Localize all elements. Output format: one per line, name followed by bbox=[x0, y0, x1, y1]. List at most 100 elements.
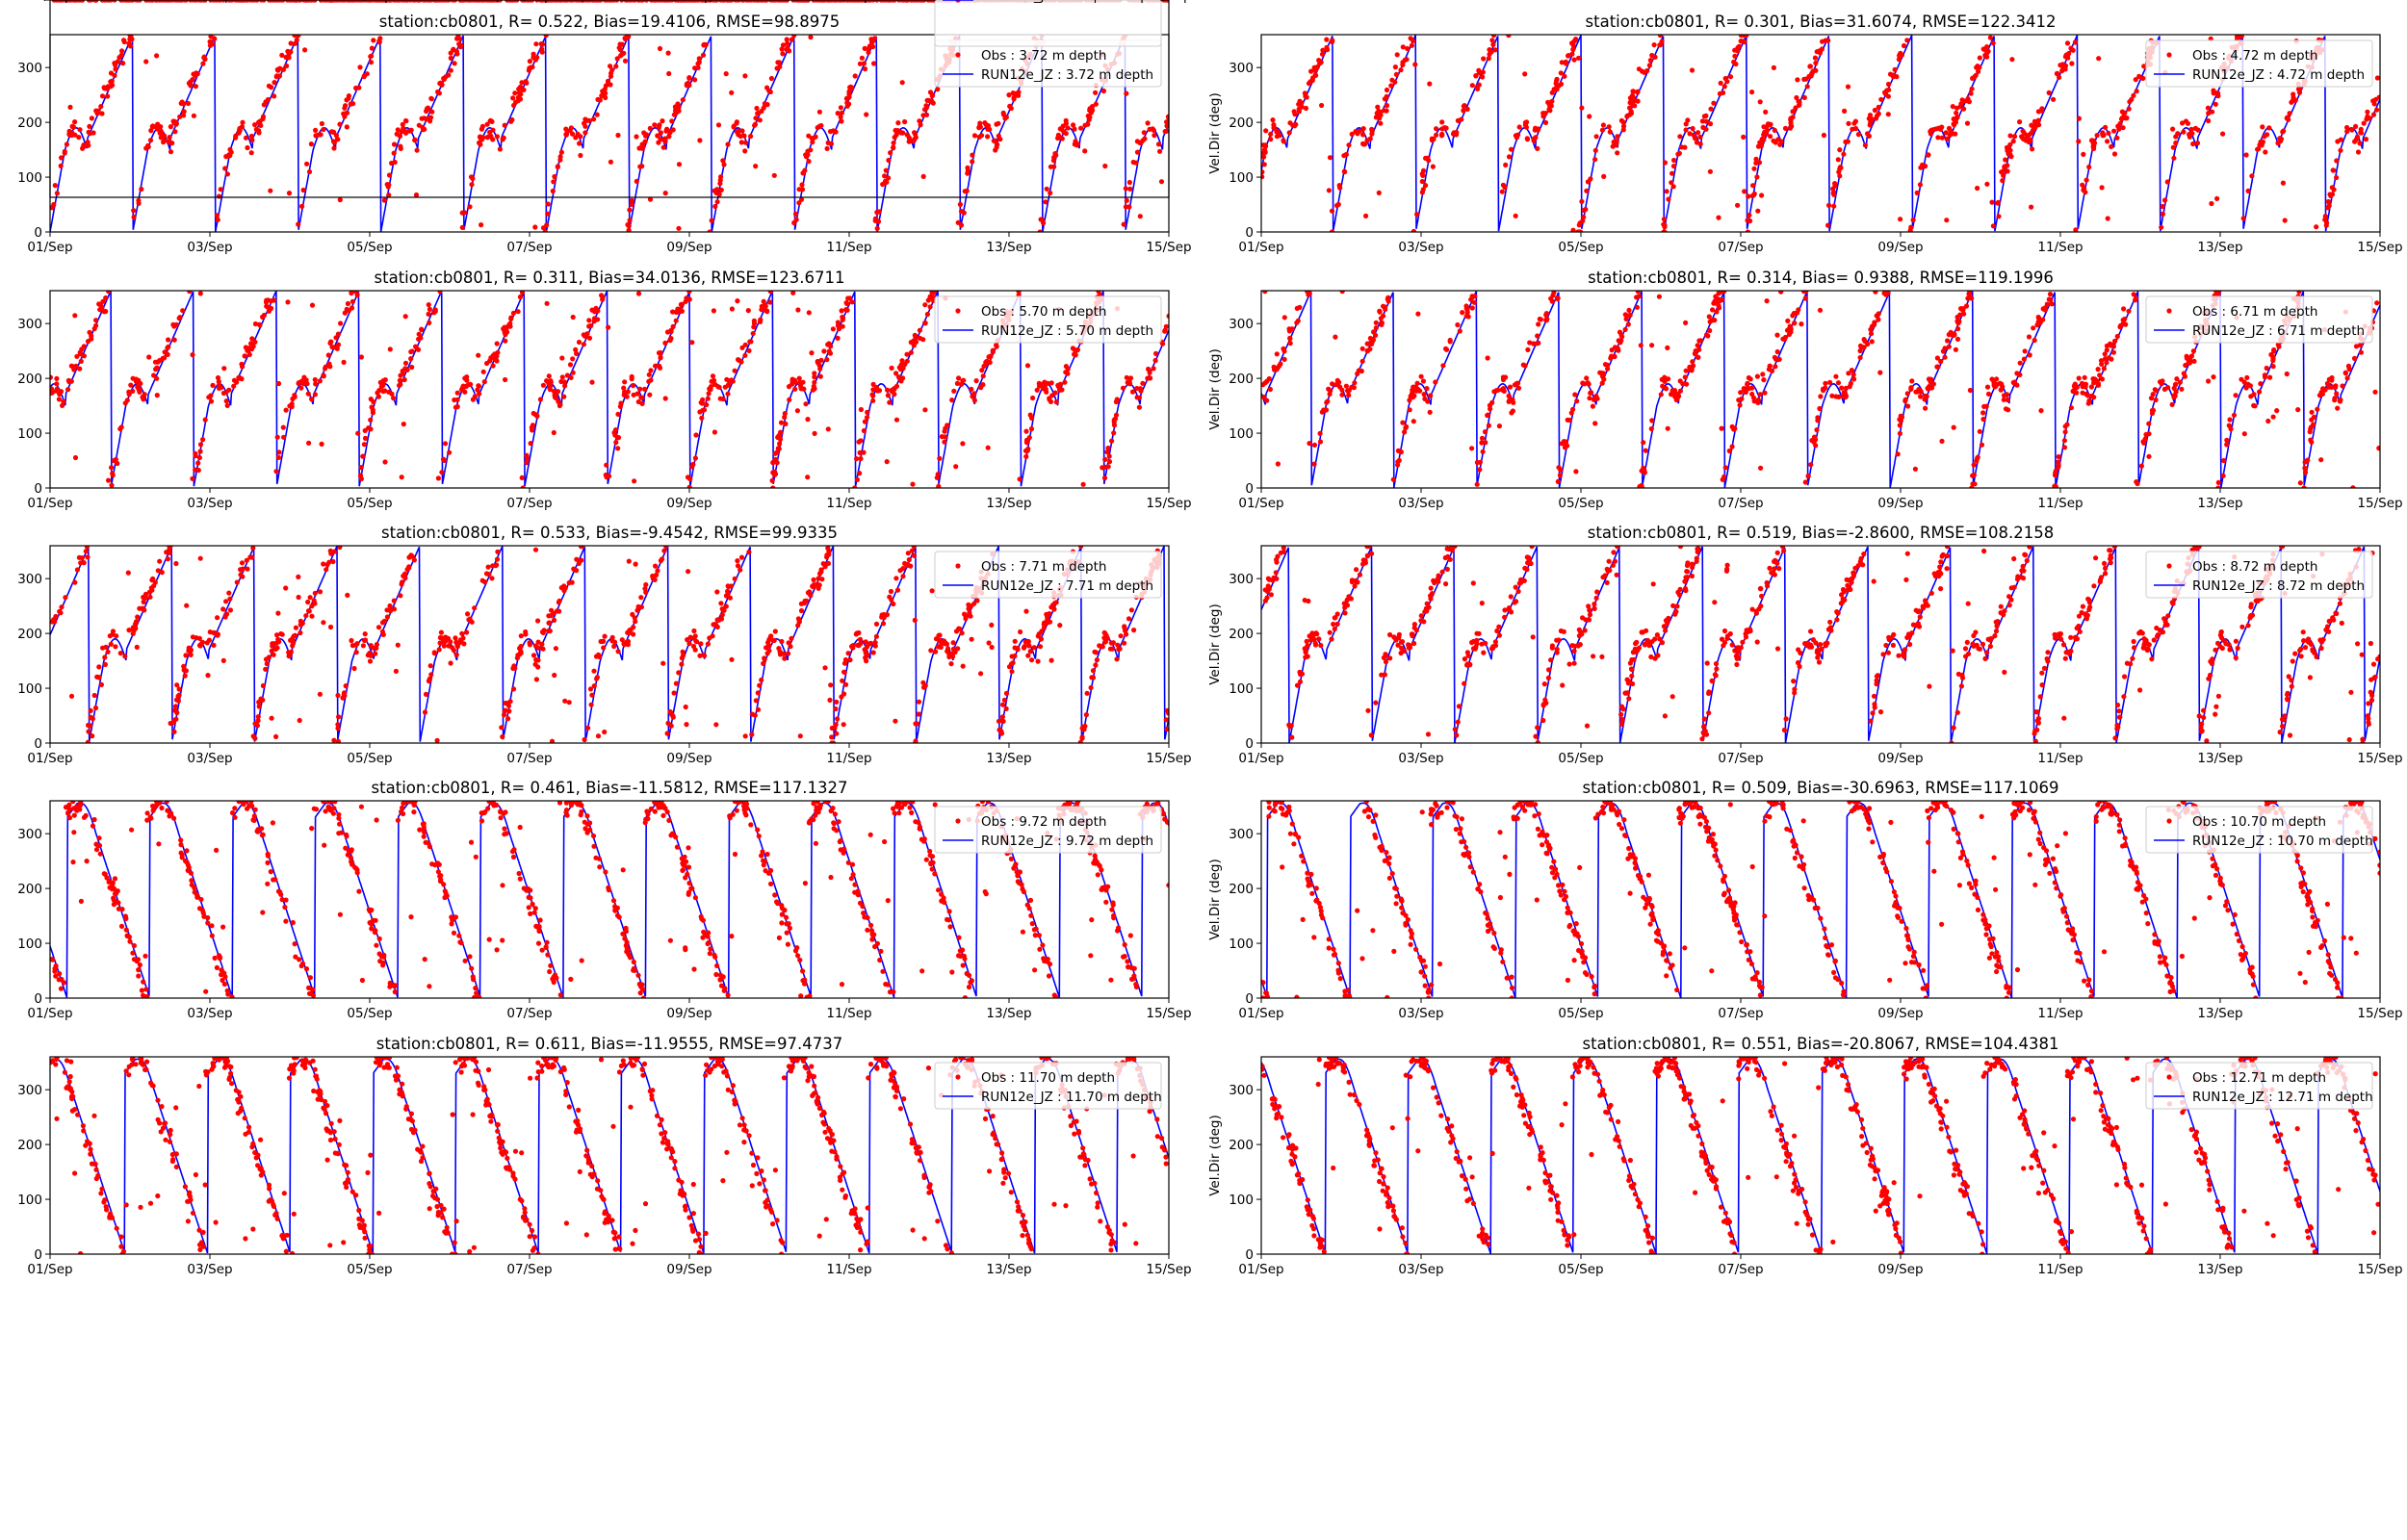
obs-point bbox=[535, 657, 541, 663]
obs-point bbox=[1392, 64, 1398, 70]
obs-point bbox=[562, 383, 568, 389]
obs-point bbox=[663, 128, 669, 134]
obs-point bbox=[1411, 419, 1416, 424]
obs-point bbox=[755, 111, 761, 116]
obs-point bbox=[1816, 659, 1823, 665]
obs-point bbox=[2162, 197, 2168, 203]
obs-point bbox=[1944, 136, 1950, 141]
obs-point bbox=[70, 124, 76, 130]
obs-point bbox=[362, 435, 369, 441]
obs-point bbox=[2081, 187, 2086, 193]
obs-point bbox=[821, 348, 827, 354]
obs-point bbox=[784, 37, 789, 42]
obs-point bbox=[1531, 341, 1537, 346]
obs-point bbox=[136, 382, 142, 388]
obs-point bbox=[1688, 367, 1694, 372]
obs-point bbox=[960, 663, 966, 669]
obs-point bbox=[1923, 164, 1928, 169]
obs-point bbox=[1960, 306, 1966, 312]
obs-point bbox=[273, 640, 279, 646]
obs-point bbox=[346, 308, 351, 314]
obs-point bbox=[1522, 71, 1528, 77]
obs-point bbox=[216, 385, 222, 391]
obs-point bbox=[1964, 120, 1971, 126]
obs-point bbox=[1299, 104, 1305, 110]
obs-point bbox=[299, 203, 305, 209]
obs-point bbox=[2027, 352, 2032, 358]
obs-point bbox=[895, 128, 901, 134]
obs-point bbox=[735, 563, 741, 569]
obs-point bbox=[1360, 132, 1366, 138]
obs-point bbox=[1849, 579, 1854, 585]
obs-point bbox=[464, 377, 470, 383]
obs-point bbox=[1121, 221, 1126, 227]
obs-point bbox=[2014, 382, 2020, 388]
obs-point bbox=[185, 100, 192, 107]
legend-obs-marker bbox=[955, 52, 961, 58]
obs-point bbox=[759, 307, 764, 313]
obs-point bbox=[2160, 378, 2165, 384]
obs-point bbox=[1677, 134, 1683, 140]
obs-point bbox=[2239, 35, 2244, 38]
obs-point bbox=[140, 605, 145, 612]
obs-point bbox=[2099, 376, 2105, 382]
obs-point bbox=[81, 353, 87, 359]
obs-point bbox=[278, 630, 284, 637]
obs-point bbox=[1580, 218, 1586, 224]
obs-point bbox=[559, 355, 565, 361]
obs-point bbox=[2114, 333, 2120, 340]
obs-point bbox=[861, 61, 867, 66]
obs-point bbox=[1089, 675, 1095, 680]
obs-point bbox=[1440, 363, 1446, 369]
obs-point bbox=[1102, 456, 1108, 462]
obs-point bbox=[1423, 155, 1429, 161]
obs-point bbox=[707, 229, 712, 232]
obs-point bbox=[561, 394, 567, 399]
obs-point bbox=[1665, 345, 1670, 350]
obs-point bbox=[54, 381, 60, 387]
obs-point bbox=[470, 175, 476, 182]
x-tick-label: 11/Sep bbox=[2037, 240, 2083, 255]
obs-point bbox=[183, 653, 189, 658]
obs-point bbox=[1530, 634, 1536, 640]
obs-point bbox=[2170, 144, 2176, 150]
obs-point bbox=[85, 554, 91, 560]
obs-point bbox=[1065, 371, 1071, 376]
obs-point bbox=[263, 666, 269, 672]
obs-point bbox=[500, 733, 505, 740]
obs-point bbox=[2211, 374, 2216, 380]
obs-point bbox=[197, 442, 204, 448]
obs-point bbox=[337, 546, 343, 551]
obs-point bbox=[98, 681, 104, 688]
obs-point bbox=[1918, 165, 1924, 170]
obs-point bbox=[1938, 559, 1944, 565]
obs-point bbox=[153, 367, 159, 372]
obs-point bbox=[963, 612, 969, 619]
obs-point bbox=[1777, 141, 1783, 147]
obs-point bbox=[517, 651, 523, 656]
obs-point bbox=[1746, 386, 1751, 392]
obs-point bbox=[858, 406, 865, 413]
obs-point bbox=[634, 134, 639, 140]
obs-point bbox=[1165, 121, 1169, 127]
obs-point bbox=[2134, 479, 2139, 485]
obs-point bbox=[1012, 645, 1018, 651]
obs-point bbox=[535, 645, 541, 651]
legend-model-label: RUN12e_JZ : 7.71 m depth bbox=[981, 578, 1153, 594]
obs-point bbox=[533, 41, 539, 47]
obs-point bbox=[1689, 67, 1695, 73]
obs-point bbox=[552, 173, 557, 180]
obs-point bbox=[2354, 134, 2361, 140]
obs-point bbox=[1430, 164, 1436, 169]
obs-point bbox=[108, 79, 114, 85]
obs-point bbox=[130, 375, 136, 381]
obs-point bbox=[518, 633, 524, 639]
obs-point bbox=[698, 641, 704, 647]
panel-title: station:cb0801, R= 0.301, Bias=31.6074, … bbox=[1586, 13, 2057, 31]
obs-point bbox=[1722, 465, 1728, 471]
obs-point bbox=[298, 385, 304, 391]
x-tick-label: 05/Sep bbox=[1558, 496, 1603, 511]
obs-point bbox=[437, 291, 443, 295]
obs-point bbox=[1061, 129, 1067, 135]
obs-point bbox=[119, 48, 125, 54]
